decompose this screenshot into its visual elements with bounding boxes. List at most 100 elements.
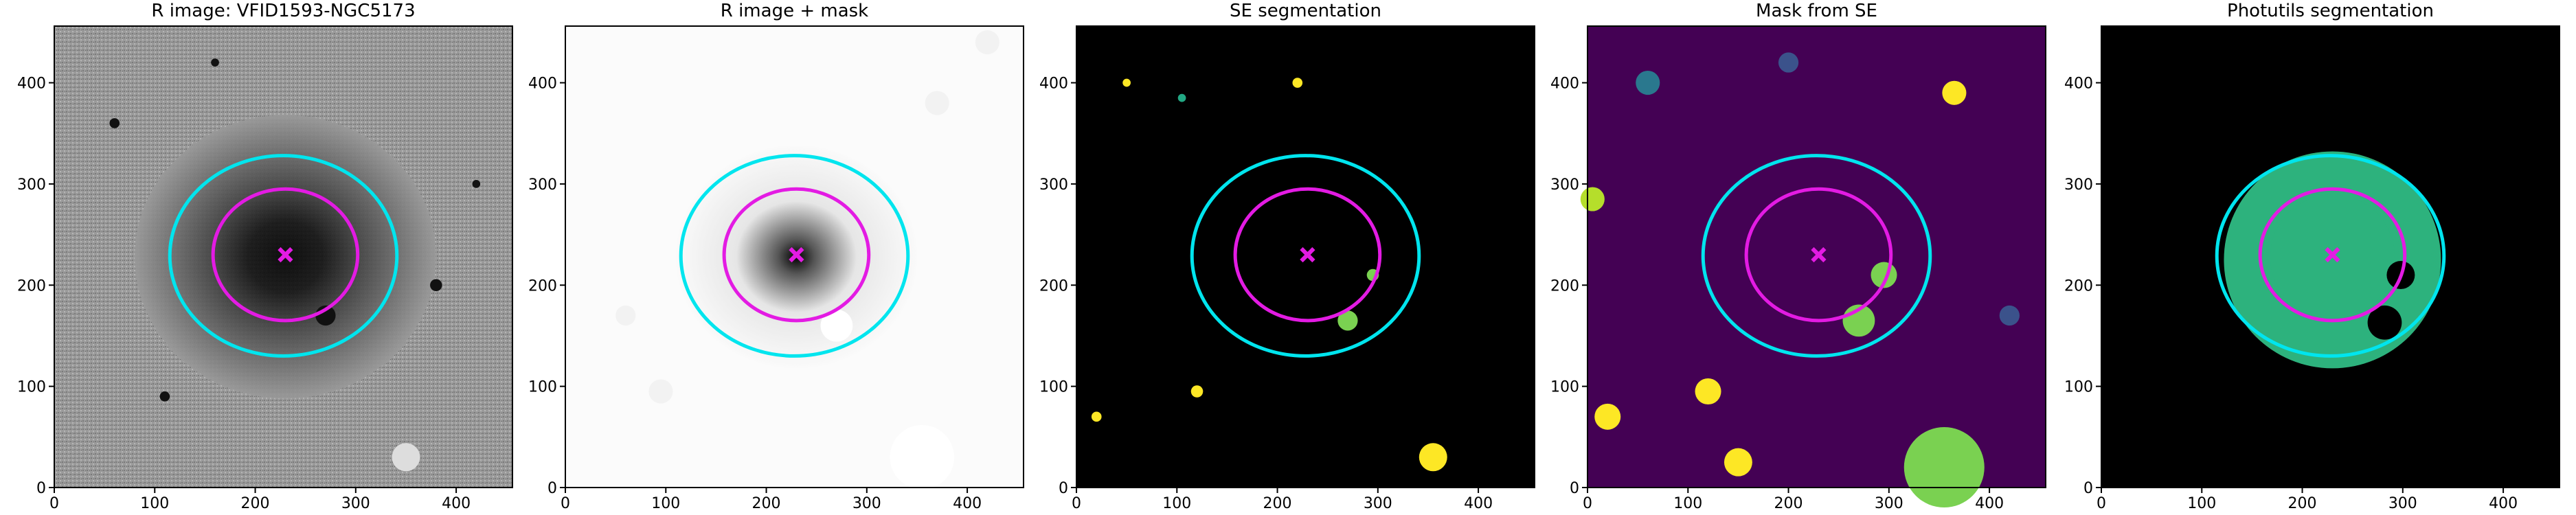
y-tick-label: 300: [17, 176, 46, 194]
x-tick-label: 200: [241, 495, 270, 512]
outer-ellipse: [168, 154, 399, 358]
axes-frame: [2101, 25, 2560, 488]
y-tick-label: 300: [2064, 176, 2093, 194]
outer-ellipse: [2215, 154, 2446, 358]
y-tick-label: 400: [2064, 76, 2093, 93]
panel: R image: VFID1593-NGC5173 0 100 200 300 400 0 1…: [17, 1, 513, 512]
y-tick-label: 200: [1039, 277, 1068, 295]
center-marker: [278, 247, 293, 263]
inner-ellipse: [211, 187, 360, 323]
source: [890, 424, 955, 490]
y-tick-label: 200: [1550, 277, 1579, 295]
y-tick-label: 0: [547, 480, 557, 497]
x-tick-label: 400: [2489, 495, 2518, 512]
source: [1091, 411, 1102, 422]
center-marker: [1811, 247, 1827, 263]
inner-ellipse: [2258, 187, 2407, 323]
y-tick-label: 200: [528, 277, 557, 295]
source: [392, 443, 420, 472]
y-tick-label: 100: [528, 379, 557, 396]
source: [159, 391, 170, 402]
x-tick-label: 0: [1072, 495, 1081, 512]
source: [109, 118, 120, 128]
source: [1942, 80, 1967, 105]
panel-title: R image: VFID1593-NGC5173: [151, 1, 415, 21]
outer-ellipse: [679, 154, 910, 358]
panel-title: SE segmentation: [1230, 1, 1381, 21]
x-tick-label: 300: [1364, 495, 1392, 512]
axes-frame: [565, 25, 1024, 488]
source: [2367, 305, 2402, 340]
x-tick-label: 400: [1464, 495, 1493, 512]
source: [615, 305, 636, 326]
source: [1177, 93, 1186, 102]
y-tick-label: 0: [1570, 480, 1579, 497]
outer-ellipse: [1190, 154, 1421, 358]
source: [1122, 78, 1131, 87]
source: [1580, 187, 1605, 211]
x-tick-label: 400: [1975, 495, 2004, 512]
x-tick-label: 200: [1774, 495, 1803, 512]
y-tick-label: 300: [528, 176, 557, 194]
source: [975, 30, 999, 55]
x-tick-label: 0: [2097, 495, 2106, 512]
y-tick-label: 400: [1039, 76, 1068, 93]
x-tick-label: 400: [953, 495, 982, 512]
source: [1903, 427, 1985, 508]
source: [1292, 78, 1303, 88]
x-tick-label: 300: [852, 495, 881, 512]
panel-title: R image + mask: [721, 1, 869, 21]
source: [211, 58, 219, 67]
source: [820, 309, 853, 342]
y-tick-label: 100: [17, 379, 46, 396]
outer-ellipse: [1701, 154, 1932, 358]
source: [1419, 443, 1447, 472]
center-marker: [2325, 247, 2340, 263]
source: [925, 91, 949, 115]
x-tick-label: 100: [1673, 495, 1702, 512]
x-tick-label: 200: [752, 495, 781, 512]
panel-title: Mask from SE: [1756, 1, 1877, 21]
panel: Mask from SE 0 100 200 300 400 0 100 200 300 400: [1550, 1, 2046, 512]
source: [1190, 385, 1204, 398]
y-tick-label: 400: [17, 76, 46, 93]
x-tick-label: 0: [561, 495, 570, 512]
source: [1594, 403, 1621, 430]
x-tick-label: 0: [1583, 495, 1592, 512]
center-marker: [1300, 247, 1315, 263]
source: [472, 180, 481, 188]
source: [1999, 305, 2020, 326]
x-tick-label: 200: [1263, 495, 1292, 512]
x-tick-label: 100: [1162, 495, 1191, 512]
x-tick-label: 0: [49, 495, 59, 512]
source: [648, 379, 673, 404]
y-tick-label: 0: [2083, 480, 2093, 497]
y-tick-label: 400: [1550, 76, 1579, 93]
x-tick-label: 100: [140, 495, 169, 512]
y-tick-label: 300: [1550, 176, 1579, 194]
x-tick-label: 400: [442, 495, 471, 512]
source: [1778, 52, 1799, 73]
panel: Photutils segmentation 0 100 200 300 400 0 100 2…: [2064, 1, 2560, 512]
x-tick-label: 100: [2187, 495, 2216, 512]
y-tick-label: 100: [1039, 379, 1068, 396]
y-tick-label: 0: [1059, 480, 1068, 497]
source: [430, 279, 442, 292]
y-tick-label: 400: [528, 76, 557, 93]
y-tick-label: 100: [1550, 379, 1579, 396]
source: [1724, 448, 1752, 477]
inner-ellipse: [1744, 187, 1893, 323]
x-tick-label: 300: [341, 495, 370, 512]
panel: SE segmentation 0 100 200 300 400 0 100 200 300 40…: [1039, 1, 1535, 512]
x-tick-label: 300: [1875, 495, 1903, 512]
x-tick-label: 300: [2388, 495, 2417, 512]
y-tick-label: 0: [36, 480, 46, 497]
axes-frame: [54, 25, 513, 488]
inner-ellipse: [722, 187, 871, 323]
source: [1337, 310, 1358, 331]
panel-title: Photutils segmentation: [2227, 1, 2434, 21]
axes-frame: [1587, 25, 2046, 488]
x-tick-label: 100: [651, 495, 680, 512]
center-marker: [789, 247, 804, 263]
